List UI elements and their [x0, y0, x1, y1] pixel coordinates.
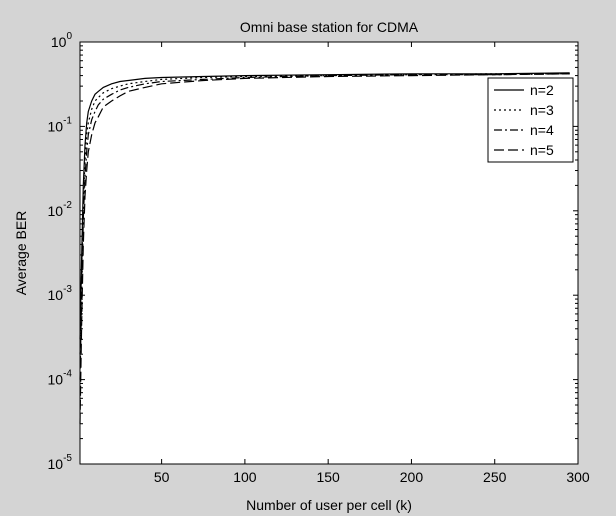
y-tick-label: 10-5	[48, 453, 73, 472]
y-tick-label: 10-3	[48, 284, 73, 303]
legend-box	[487, 77, 574, 163]
y-tick-label: 10-4	[48, 369, 73, 388]
legend-label: n=3	[530, 102, 554, 118]
series-lines	[79, 72, 570, 424]
legend-label: n=5	[530, 142, 554, 158]
series-line-4	[79, 73, 570, 424]
y-tick-label: 100	[51, 31, 73, 50]
legend-label: n=2	[530, 82, 554, 98]
x-tick-label: 300	[566, 469, 590, 485]
x-tick-label: 50	[154, 469, 170, 485]
y-tick-label: 10-2	[48, 200, 73, 219]
x-ticks: 50 100 150 200 250 300	[154, 42, 590, 485]
x-tick-label: 250	[483, 469, 507, 485]
y-axis-label: Average BER	[13, 211, 29, 296]
legend: n=2 n=3 n=4 n=5	[487, 77, 574, 163]
chart-title: Omni base station for CDMA	[240, 19, 419, 35]
x-axis-label: Number of user per cell (k)	[246, 497, 412, 513]
series-line-1	[79, 72, 570, 340]
y-tick-label: 10-1	[48, 115, 73, 134]
x-tick-label: 150	[316, 469, 340, 485]
series-line-3	[79, 73, 570, 380]
x-tick-label: 200	[400, 469, 424, 485]
legend-label: n=4	[530, 122, 554, 138]
x-tick-label: 100	[233, 469, 257, 485]
